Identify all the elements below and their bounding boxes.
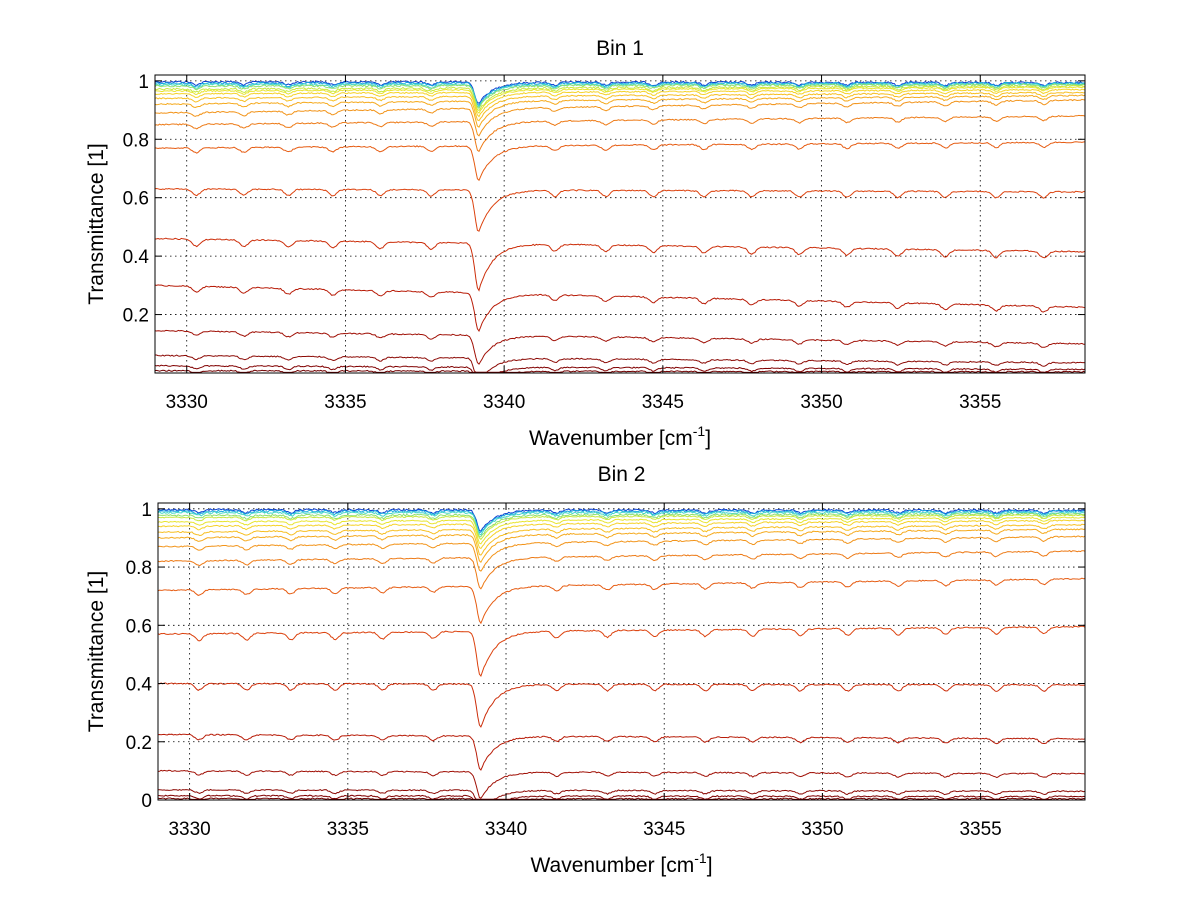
y-tick-label: 1 [138,72,149,93]
series-line [154,364,1086,373]
series-line [154,84,1086,112]
series-line [157,516,1086,545]
series-line [157,682,1086,728]
x-axis-label: Wavenumber [cm-1] [529,423,711,450]
series-line [157,625,1086,678]
y-tick-label: 0.8 [126,558,152,579]
series-line [157,511,1086,536]
x-tick-label: 3335 [324,392,366,413]
y-axis-label: Transmittance [1] [85,571,108,732]
y-tick-label: 0 [141,791,152,812]
series-line [157,769,1086,799]
y-tick-label: 0.6 [123,189,149,210]
x-tick-label: 3335 [327,819,369,840]
series-line [154,94,1086,128]
axes-frame [154,74,1086,374]
x-tick-label: 3345 [643,819,685,840]
x-tick-label: 3330 [168,819,210,840]
grid [155,75,1085,373]
series-group [154,80,1086,373]
series-line [155,354,1086,373]
series-line [154,114,1086,153]
series-line [158,512,1086,538]
series-line [154,91,1086,122]
y-tick-label: 0.2 [123,306,149,327]
series-line [157,550,1086,590]
series-line [154,284,1086,333]
series-line [154,82,1086,107]
chart-panel-bin-1: 3330 3335 3340 3345 3350 3355 0.2 0.4 0.6 0.8 1 Bin… [85,37,1086,450]
y-tick-label: 0.4 [123,247,150,268]
x-tick-label: 3340 [483,392,525,413]
series-line [158,519,1086,550]
series-line [154,369,1086,373]
series-group [157,508,1086,800]
x-tick-label: 3330 [166,392,208,413]
axes-frame [157,502,1086,801]
x-tick-label: 3350 [801,819,843,840]
series-line [157,733,1086,771]
y-tick-label: 1 [141,500,152,521]
y-tick-label: 0.2 [126,733,152,754]
x-tick-label: 3345 [642,392,684,413]
series-line [154,187,1085,232]
series-line [154,88,1086,118]
series-line [154,329,1086,365]
series-line [158,523,1086,556]
series-line [157,788,1086,800]
series-line [154,86,1086,114]
y-tick-label: 0.8 [123,130,149,151]
x-tick-label: 3355 [959,819,1001,840]
series-line [157,797,1086,800]
series-line [154,237,1086,292]
series-line [157,528,1086,564]
x-axis-label: Wavenumber [cm-1] [530,850,712,877]
y-tick-label: 0.4 [126,675,153,696]
chart-title: Bin 2 [598,463,646,486]
series-line [157,535,1086,572]
series-line [157,509,1085,534]
x-tick-label: 3355 [959,392,1001,413]
x-tick-label: 3340 [485,819,527,840]
series-line [154,98,1086,137]
series-line [158,794,1086,800]
chart-panel-bin-2: 3330 3335 3340 3345 3350 3355 0 0.2 0.4 0.6 0.8 1 Bi… [85,463,1086,877]
y-axis-label: Transmittance [1] [85,143,108,304]
x-tick-label: 3350 [800,392,842,413]
y-tick-label: 0.6 [126,616,152,637]
chart-title: Bin 1 [596,37,644,60]
series-line [157,514,1086,541]
series-line [154,141,1086,182]
series-line [157,577,1086,625]
